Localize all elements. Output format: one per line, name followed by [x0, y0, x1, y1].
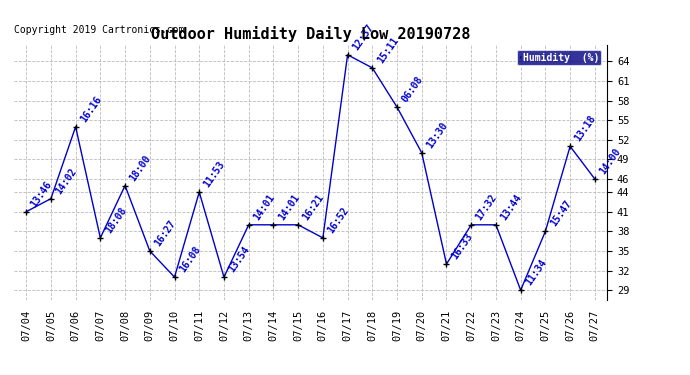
- Text: 14:01: 14:01: [251, 192, 277, 222]
- Text: 16:33: 16:33: [449, 231, 474, 261]
- Text: 13:44: 13:44: [499, 192, 524, 222]
- Legend: Humidity  (%): Humidity (%): [518, 50, 602, 66]
- Text: 16:08: 16:08: [177, 244, 202, 274]
- Text: 13:30: 13:30: [424, 120, 450, 150]
- Text: 14:02: 14:02: [54, 166, 79, 196]
- Text: 16:52: 16:52: [326, 205, 351, 235]
- Text: 11:34: 11:34: [524, 258, 549, 287]
- Text: 16:16: 16:16: [79, 94, 103, 124]
- Text: Copyright 2019 Cartronics.com: Copyright 2019 Cartronics.com: [14, 25, 184, 34]
- Text: 13:46: 13:46: [29, 179, 54, 209]
- Text: 12:37: 12:37: [351, 22, 375, 52]
- Text: 15:47: 15:47: [548, 199, 573, 229]
- Text: 14:01: 14:01: [276, 192, 302, 222]
- Text: 17:32: 17:32: [474, 192, 499, 222]
- Text: 11:53: 11:53: [202, 159, 227, 189]
- Text: 15:11: 15:11: [375, 35, 400, 65]
- Text: 18:08: 18:08: [103, 205, 128, 235]
- Text: 06:08: 06:08: [400, 75, 425, 104]
- Text: 18:00: 18:00: [128, 153, 153, 183]
- Title: Outdoor Humidity Daily Low 20190728: Outdoor Humidity Daily Low 20190728: [151, 27, 470, 42]
- Text: 16:21: 16:21: [301, 192, 326, 222]
- Text: 16:27: 16:27: [152, 218, 177, 248]
- Text: 14:00: 14:00: [598, 147, 622, 176]
- Text: 13:18: 13:18: [573, 114, 598, 144]
- Text: 13:54: 13:54: [227, 244, 252, 274]
